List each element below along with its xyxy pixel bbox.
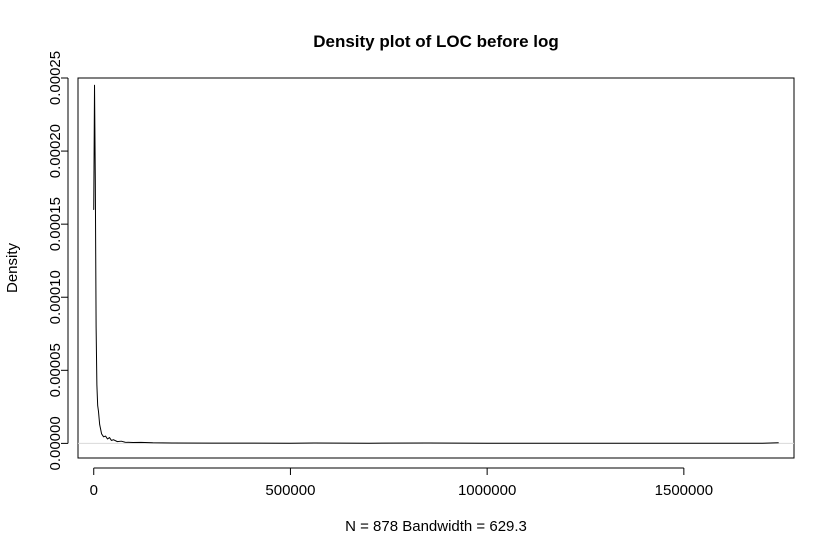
y-tick-label: 0.00000	[47, 416, 64, 470]
x-tick-label: 1500000	[655, 482, 713, 499]
y-axis-label: Density	[4, 242, 21, 293]
x-axis: 0 500000 1000000 1500000	[90, 467, 713, 499]
density-series-line	[93, 84, 779, 444]
density-points	[93, 85, 779, 444]
y-tick-label: 0.00015	[47, 197, 64, 251]
chart-title: Density plot of LOC before log	[313, 32, 559, 51]
y-tick-label: 0.00005	[47, 343, 64, 397]
x-tick-label: 500000	[265, 482, 315, 499]
x-tick-label: 1000000	[458, 482, 516, 499]
y-tick-label: 0.00025	[47, 51, 64, 105]
x-tick-label: 0	[90, 482, 98, 499]
plot-frame	[77, 77, 795, 459]
y-tick-label: 0.00020	[47, 124, 64, 178]
x-axis-label: N = 878 Bandwidth = 629.3	[345, 518, 527, 535]
y-tick-label: 0.00010	[47, 270, 64, 324]
y-axis: 0.00000 0.00005 0.00010 0.00015 0.00020 0.000…	[47, 51, 69, 471]
